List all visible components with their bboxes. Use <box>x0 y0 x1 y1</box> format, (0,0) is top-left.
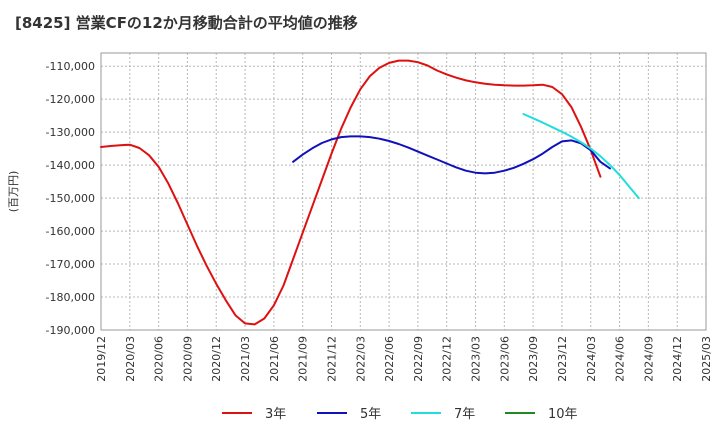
x-tick-label: 2020/12 <box>210 336 223 382</box>
x-tick-label: 2023/06 <box>498 336 511 382</box>
x-tick-label: 2022/09 <box>412 336 425 382</box>
legend-label-7年: 7年 <box>454 407 475 422</box>
x-tick-label: 2023/09 <box>527 336 540 382</box>
y-tick-label: -110,000 <box>46 60 95 73</box>
x-tick-label: 2021/06 <box>268 336 281 382</box>
x-tick-label: 2024/09 <box>642 336 655 382</box>
x-tick-label: 2020/06 <box>153 336 166 382</box>
y-tick-label: -150,000 <box>46 192 95 205</box>
x-tick-label: 2022/06 <box>383 336 396 382</box>
series-line-5年 <box>292 135 611 175</box>
x-tick-label: 2020/03 <box>124 336 137 382</box>
chart-title: [8425] 営業CFの12か月移動合計の平均値の推移 <box>15 14 358 32</box>
x-tick-label: 2021/12 <box>325 336 338 382</box>
plot-area <box>101 53 706 330</box>
y-tick-label: -170,000 <box>46 258 95 271</box>
y-tick-label: -190,000 <box>46 324 95 337</box>
x-tick-label: 2019/12 <box>95 336 108 382</box>
x-tick-label: 2021/09 <box>297 336 310 382</box>
plot-border <box>100 52 707 331</box>
x-tick-label: 2020/09 <box>181 336 194 382</box>
x-tick-label: 2022/03 <box>354 336 367 382</box>
x-tick-label: 2025/03 <box>700 336 713 382</box>
y-tick-label: -140,000 <box>46 159 95 172</box>
x-tick-label: 2021/03 <box>239 336 252 382</box>
series-line-7年 <box>522 113 640 200</box>
y-axis-label: (百万円) <box>7 171 20 213</box>
x-tick-label: 2024/12 <box>671 336 684 382</box>
x-tick-label: 2023/12 <box>556 336 569 382</box>
y-tick-label: -120,000 <box>46 93 95 106</box>
x-tick-label: 2022/12 <box>441 336 454 382</box>
legend-label-10年: 10年 <box>548 407 578 422</box>
x-tick-label: 2023/03 <box>470 336 483 382</box>
legend-label-5年: 5年 <box>360 407 381 422</box>
x-tick-label: 2024/03 <box>585 336 598 382</box>
y-tick-label: -180,000 <box>46 291 95 304</box>
legend-label-3年: 3年 <box>265 407 286 422</box>
series-line-3年 <box>100 59 602 326</box>
x-tick-label: 2024/06 <box>614 336 627 382</box>
y-tick-label: -130,000 <box>46 126 95 139</box>
y-tick-label: -160,000 <box>46 225 95 238</box>
